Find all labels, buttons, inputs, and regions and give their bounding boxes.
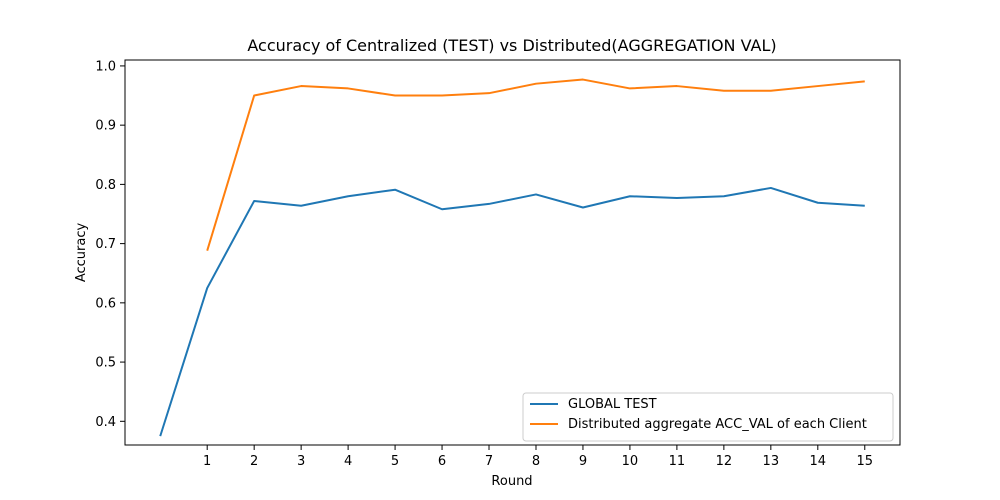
- legend-box: [522, 392, 894, 442]
- series-layer: [159, 78, 865, 437]
- x-axis: 1 2 3 4 5 6 7 8 9 10 11 12 13 14 15: [203, 445, 873, 469]
- x-tick-label: 6: [438, 454, 446, 469]
- x-tick-label: 13: [763, 454, 780, 469]
- x-tick-label: 10: [622, 454, 639, 469]
- x-tick-label: 1: [203, 454, 211, 469]
- legend: GLOBAL TEST Distributed aggregate ACC_VA…: [522, 392, 894, 442]
- x-tick-label: 8: [532, 454, 540, 469]
- series-line-distributed-aggregate: [206, 78, 865, 252]
- y-tick-label: 0.7: [95, 237, 116, 252]
- x-tick-label: 14: [810, 454, 827, 469]
- y-tick-label: 0.8: [95, 178, 116, 193]
- x-tick-label: 15: [856, 454, 873, 469]
- y-axis-label: Accuracy: [74, 223, 89, 283]
- x-tick-label: 5: [391, 454, 399, 469]
- legend-label-distributed-aggregate: Distributed aggregate ACC_VAL of each Cl…: [568, 417, 867, 432]
- x-tick-label: 7: [485, 454, 493, 469]
- x-tick-label: 3: [297, 454, 305, 469]
- y-tick-label: 0.9: [95, 119, 116, 134]
- y-tick-label: 1.0: [95, 59, 116, 74]
- x-tick-label: 12: [716, 454, 733, 469]
- x-tick-label: 2: [250, 454, 258, 469]
- y-axis: 0.4 0.5 0.6 0.7 0.8 0.9 1.0: [95, 59, 125, 430]
- x-tick-label: 11: [669, 454, 686, 469]
- plot-area: [124, 59, 901, 446]
- y-tick-label: 0.6: [95, 296, 116, 311]
- series-line-global-test: [159, 186, 865, 437]
- y-tick-label: 0.5: [95, 356, 116, 371]
- y-tick-label: 0.4: [95, 415, 116, 430]
- x-axis-label: Round: [491, 474, 532, 489]
- chart-title: Accuracy of Centralized (TEST) vs Distri…: [247, 36, 776, 55]
- x-tick-label: 9: [579, 454, 587, 469]
- legend-label-global-test: GLOBAL TEST: [568, 397, 657, 412]
- x-tick-label: 4: [344, 454, 352, 469]
